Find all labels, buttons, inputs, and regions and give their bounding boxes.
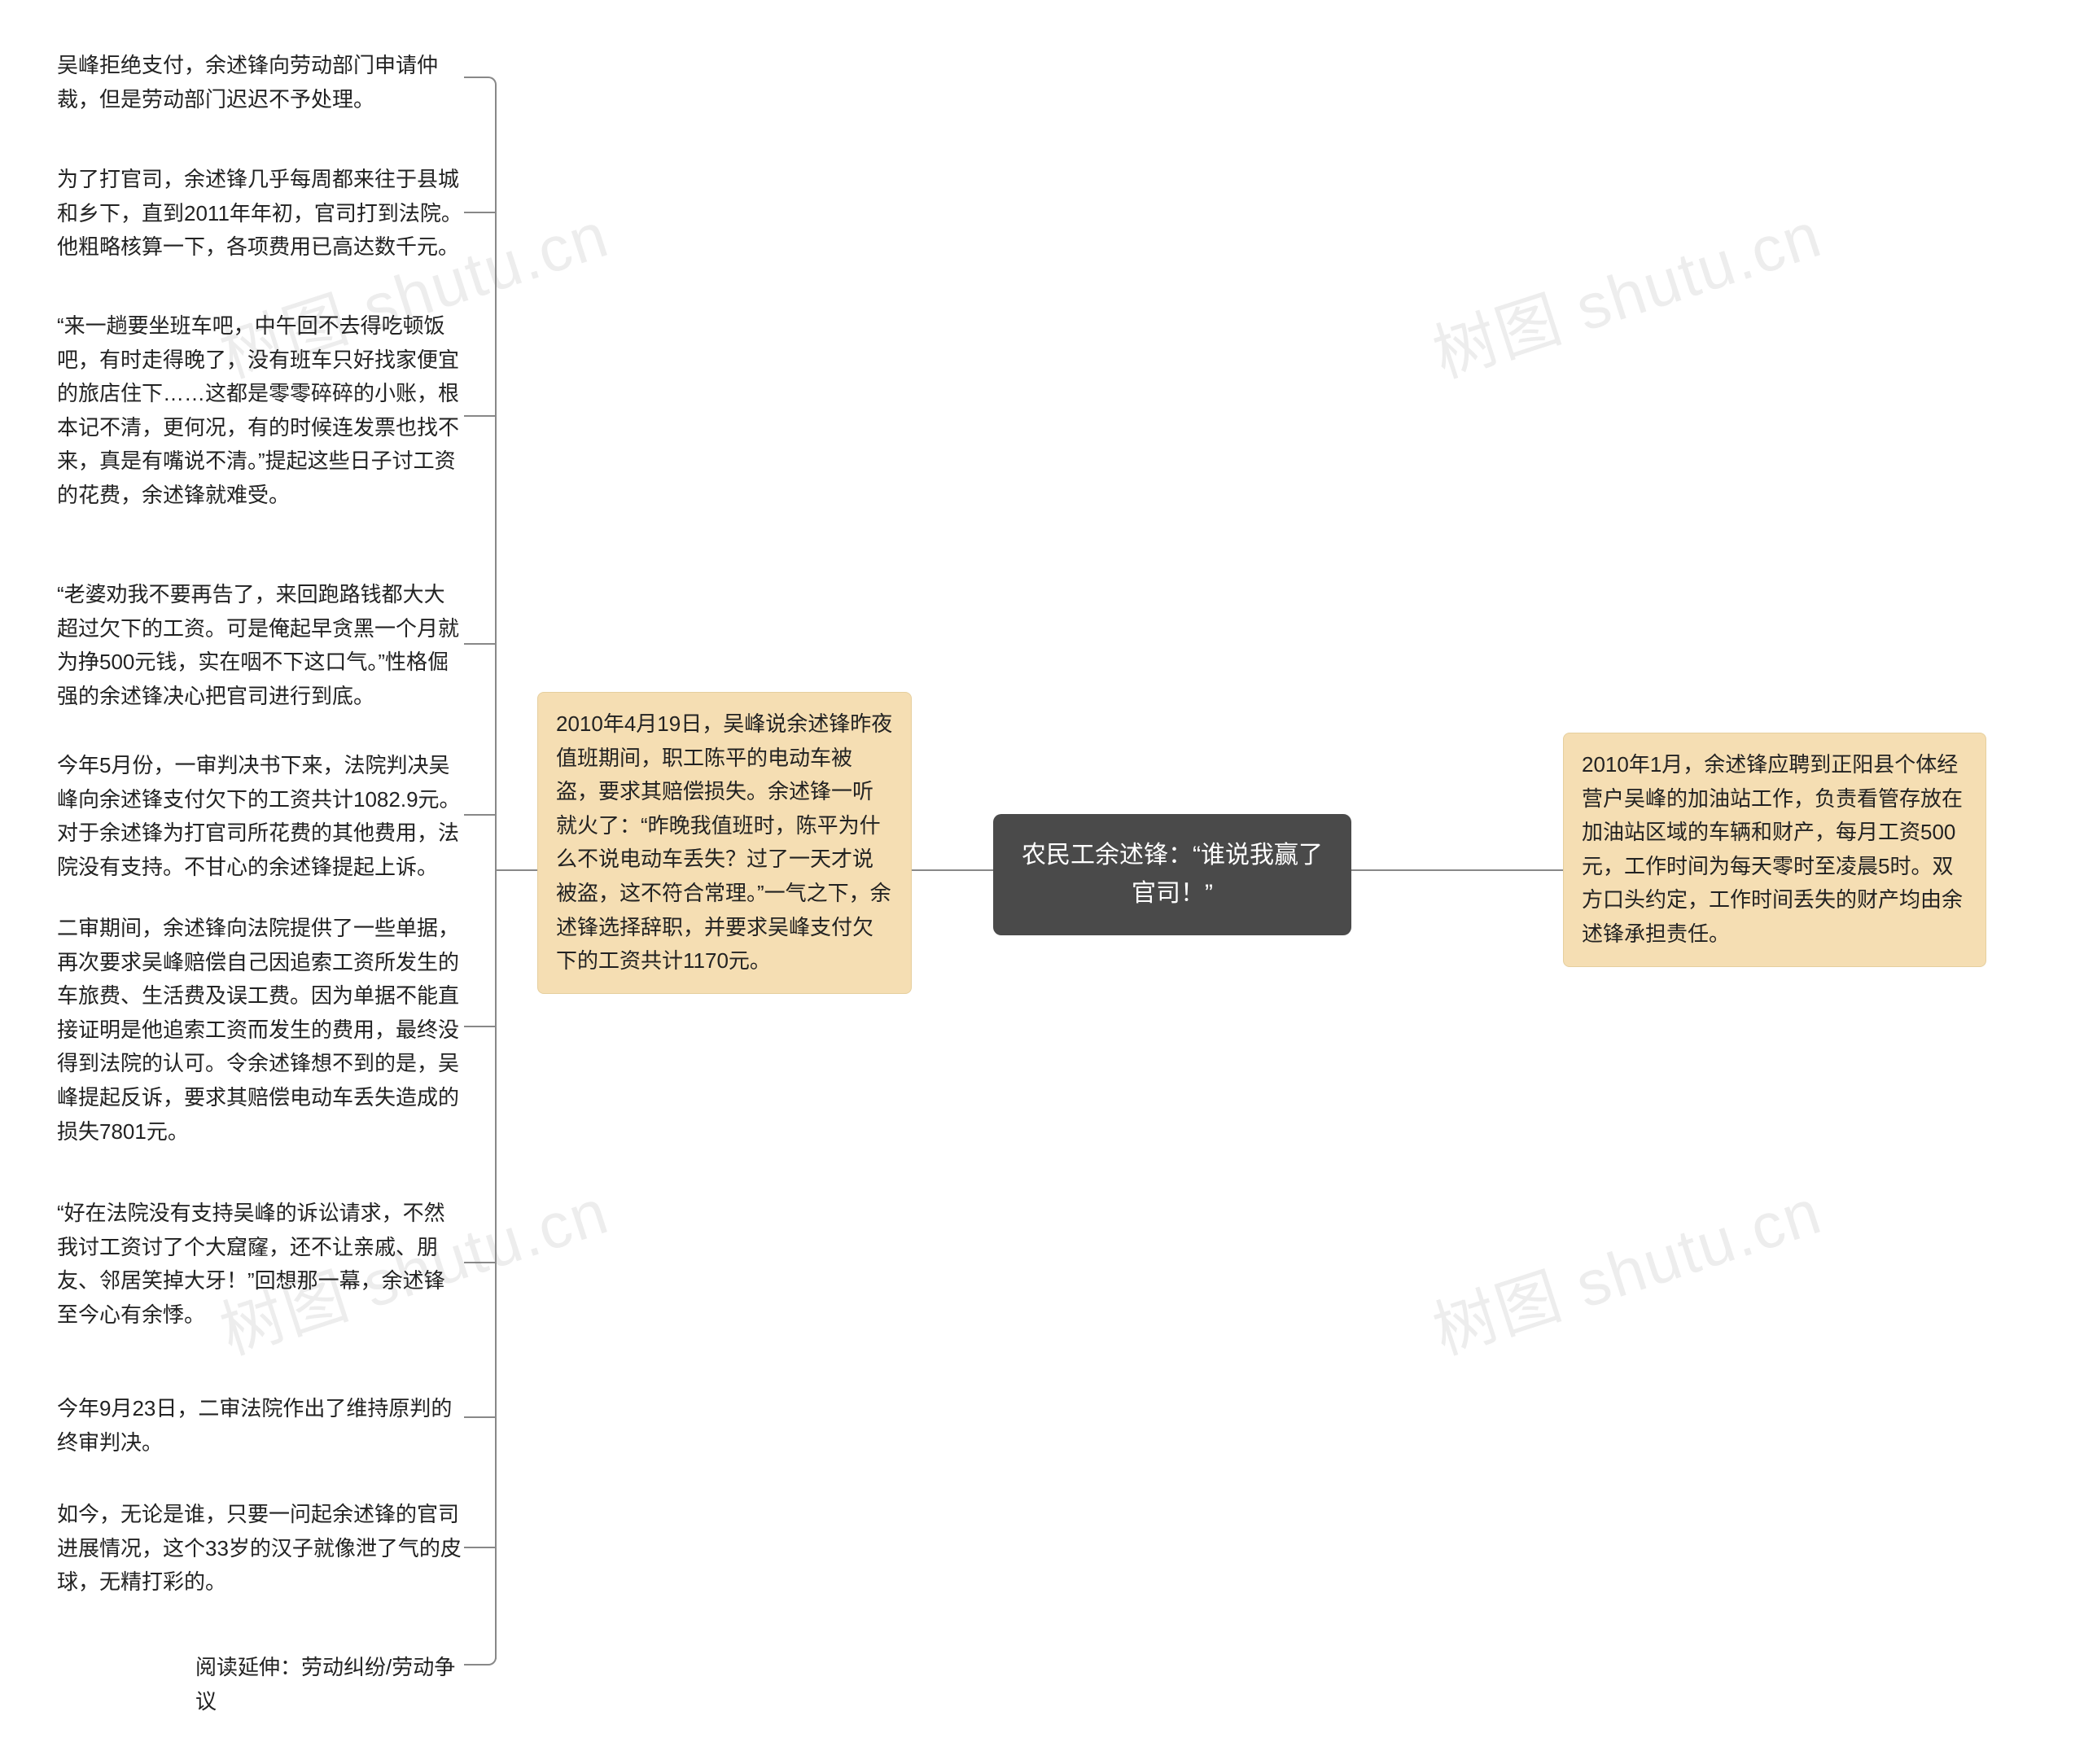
leaf-node[interactable]: “好在法院没有支持吴峰的诉讼请求，不然我讨工资讨了个大窟窿，还不让亲戚、朋友、邻… bbox=[57, 1197, 464, 1332]
connector bbox=[912, 869, 993, 871]
leaf-node[interactable]: 为了打官司，余述锋几乎每周都来往于县城和乡下，直到2011年年初，官司打到法院。… bbox=[57, 163, 464, 265]
connector-stub bbox=[464, 77, 487, 78]
bracket-corner bbox=[485, 1654, 497, 1666]
connector bbox=[1351, 869, 1563, 871]
connector bbox=[497, 869, 537, 871]
connector-stub bbox=[464, 1416, 497, 1418]
right-branch-node[interactable]: 2010年1月，余述锋应聘到正阳县个体经营户吴峰的加油站工作，负责看管存放在加油… bbox=[1563, 733, 1986, 967]
watermark: 树图 shutu.cn bbox=[1421, 1161, 1832, 1372]
bracket-corner bbox=[485, 77, 497, 88]
leaf-node[interactable]: 吴峰拒绝支付，余述锋向劳动部门申请仲裁，但是劳动部门迟迟不予处理。 bbox=[57, 49, 464, 116]
center-node[interactable]: 农民工余述锋：“谁说我赢了官司！” bbox=[993, 814, 1351, 935]
connector-stub bbox=[464, 1262, 497, 1263]
connector-stub bbox=[464, 212, 497, 213]
leaf-node[interactable]: 今年5月份，一审判决书下来，法院判决吴峰向余述锋支付欠下的工资共计1082.9元… bbox=[57, 749, 464, 884]
leaf-node[interactable]: “来一趟要坐班车吧，中午回不去得吃顿饭吧，有时走得晚了，没有班车只好找家便宜的旅… bbox=[57, 309, 464, 513]
connector-stub bbox=[464, 814, 497, 816]
leaf-node[interactable]: 二审期间，余述锋向法院提供了一些单据，再次要求吴峰赔偿自己因追索工资所发生的车旅… bbox=[57, 912, 464, 1149]
watermark: 树图 shutu.cn bbox=[1421, 184, 1832, 395]
connector-stub bbox=[464, 1547, 497, 1548]
connector-stub bbox=[464, 415, 497, 417]
mindmap-canvas: 树图 shutu.cn 树图 shutu.cn 树图 shutu.cn 树图 s… bbox=[0, 0, 2084, 1764]
connector-stub bbox=[464, 1026, 497, 1027]
leaf-node[interactable]: “老婆劝我不要再告了，来回跑路钱都大大超过欠下的工资。可是俺起早贪黑一个月就为挣… bbox=[57, 578, 464, 713]
left-branch-node[interactable]: 2010年4月19日，吴峰说余述锋昨夜值班期间，职工陈平的电动车被盗，要求其赔偿… bbox=[537, 692, 912, 994]
leaf-node[interactable]: 阅读延伸：劳动纠纷/劳动争议 bbox=[195, 1651, 472, 1718]
leaf-node[interactable]: 今年9月23日，二审法院作出了维持原判的终审判决。 bbox=[57, 1392, 464, 1460]
connector-stub bbox=[464, 643, 497, 645]
leaf-node[interactable]: 如今，无论是谁，只要一问起余述锋的官司进展情况，这个33岁的汉子就像泄了气的皮球… bbox=[57, 1498, 464, 1600]
bracket-spine bbox=[495, 88, 497, 1659]
